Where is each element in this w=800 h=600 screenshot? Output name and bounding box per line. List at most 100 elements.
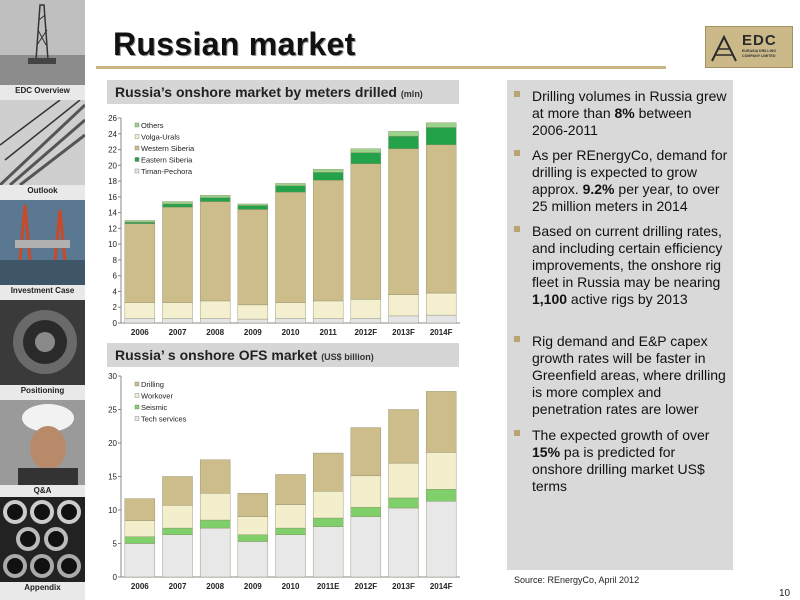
bar-segment-drilling	[425, 391, 457, 453]
y-tick-label: 0	[113, 319, 118, 328]
bullet-marker-icon	[514, 336, 520, 342]
bar-segment-timan-pechora	[124, 318, 156, 324]
bar-segment-volga-urals	[162, 302, 193, 319]
sidebar-item-label: EDC Overview	[15, 86, 70, 95]
bar-segment-seismic	[425, 489, 457, 502]
bar-segment-tech-services	[199, 527, 231, 578]
legend-swatch	[134, 157, 140, 162]
bar-segment-workover	[275, 504, 306, 529]
bullet-marker-icon	[514, 226, 520, 232]
sidebar-item-investment-case[interactable]: Investment Case	[0, 200, 85, 300]
bar-segment-eastern-siberia	[124, 221, 156, 224]
legend-swatch	[134, 145, 140, 151]
bar-segment-volga-urals	[388, 294, 419, 317]
chart1-title: Russia’s onshore market by meters drille…	[115, 84, 397, 100]
bullet-marker-icon	[514, 430, 520, 436]
sidebar-item-appendix[interactable]: Appendix	[0, 497, 85, 597]
bar-segment-tech-services	[237, 541, 269, 578]
bullet-text: As per REnergyCo, demand for drilling is…	[532, 147, 728, 214]
bar-segment-western-siberia	[425, 144, 457, 294]
bar-segment-western-siberia	[124, 223, 156, 303]
bar-segment-volga-urals	[350, 299, 382, 319]
bullet-marker-icon	[514, 91, 520, 97]
bar-segment-volga-urals	[425, 292, 457, 316]
bar-segment-drilling	[388, 409, 419, 464]
chart2-header: Russia’ s onshore OFS market (US$ billio…	[107, 343, 459, 367]
bar-segment-workover	[350, 475, 382, 508]
x-tick-label: 2011	[319, 328, 337, 337]
sidebar-item-positioning[interactable]: Positioning	[0, 300, 85, 400]
bar-segment-others	[388, 131, 419, 137]
bar-segment-eastern-siberia	[199, 197, 231, 202]
sidebar-item-label: Investment Case	[10, 286, 75, 295]
legend-swatch	[134, 393, 140, 398]
bar-segment-others	[425, 122, 457, 128]
sidebar-item-qa[interactable]: Q&A	[0, 400, 85, 500]
bar-segment-workover	[199, 493, 231, 521]
x-tick-label: 2007	[169, 582, 187, 591]
bar-segment-western-siberia	[199, 201, 231, 302]
bar-segment-seismic	[388, 497, 419, 509]
x-tick-label: 2013F	[392, 582, 415, 591]
y-tick-label: 16	[108, 193, 117, 202]
x-tick-label: 2011E	[317, 582, 340, 591]
source-note: Source: REnergyCo, April 2012	[514, 575, 640, 585]
bar-segment-eastern-siberia	[162, 203, 193, 208]
legend-swatch	[134, 134, 140, 139]
bar-segment-tech-services	[162, 534, 193, 578]
company-logo: EDC EURASIA DRILLING COMPANY LIMITED	[705, 26, 793, 68]
bar-segment-seismic	[350, 507, 382, 517]
bar-segment-western-siberia	[237, 209, 269, 306]
x-tick-label: 2013F	[392, 328, 415, 337]
bar-segment-western-siberia	[275, 191, 306, 303]
title-divider	[96, 66, 666, 69]
x-tick-label: 2014F	[430, 582, 453, 591]
y-tick-label: 18	[108, 177, 117, 186]
logo-name: EDC	[742, 32, 777, 49]
drilling-rig-image	[0, 0, 85, 85]
drill-bit-image	[0, 300, 85, 385]
y-tick-label: 2	[113, 303, 118, 312]
sidebar-item-label: Positioning	[20, 386, 65, 395]
x-tick-label: 2006	[131, 328, 149, 337]
bullet-text: Drilling volumes in Russia grew at more …	[532, 88, 727, 138]
bar-segment-timan-pechora	[199, 318, 231, 324]
pipes-image	[0, 497, 85, 582]
chart1-unit: (mln)	[400, 89, 423, 99]
bar-segment-volga-urals	[312, 300, 344, 319]
bar-segment-drilling	[199, 459, 231, 494]
bar-segment-tech-services	[425, 501, 457, 578]
offshore-rig-image	[0, 200, 85, 285]
bar-segment-workover	[425, 452, 457, 490]
x-tick-label: 2010	[282, 582, 300, 591]
logo-subtitle: EURASIA DRILLING COMPANY LIMITED	[742, 49, 777, 58]
y-tick-label: 12	[108, 224, 117, 233]
y-tick-label: 10	[108, 240, 117, 249]
y-tick-label: 4	[113, 287, 118, 296]
sidebar-item-outlook[interactable]: Outlook	[0, 100, 85, 200]
chart1-header: Russia’s onshore market by meters drille…	[107, 80, 459, 104]
logo-mark-icon	[711, 34, 737, 62]
legend-label: Tech services	[141, 415, 187, 424]
bar-segment-drilling	[312, 452, 344, 492]
bar-segment-timan-pechora	[275, 318, 306, 324]
sidebar-item-edc-overview[interactable]: EDC Overview	[0, 0, 85, 100]
bar-segment-western-siberia	[388, 148, 419, 295]
bar-segment-others	[199, 195, 231, 198]
legend-label: Seismic	[141, 403, 168, 412]
bar-segment-workover	[388, 462, 419, 499]
bar-segment-volga-urals	[275, 302, 306, 319]
bullet-text: Rig demand and E&P capex growth rates wi…	[532, 333, 726, 417]
ofs-market-chart: 0 5 10 15 20 25 30 2006 2007 2008 2009 2010 2011E 201…	[108, 372, 460, 591]
legend-label: Eastern Siberia	[141, 156, 193, 165]
bar-segment-tech-services	[275, 534, 306, 578]
y-tick-label: 14	[108, 209, 117, 218]
y-tick-label: 30	[108, 372, 117, 381]
bullet-text: Based on current drilling rates, and inc…	[532, 223, 723, 307]
bar-segment-volga-urals	[237, 304, 269, 320]
bullet-text: The expected growth of over 15% pa is pr…	[532, 427, 710, 494]
y-tick-label: 22	[108, 146, 117, 155]
sidebar-item-label: Outlook	[27, 186, 58, 195]
x-tick-label: 2012F	[354, 582, 377, 591]
